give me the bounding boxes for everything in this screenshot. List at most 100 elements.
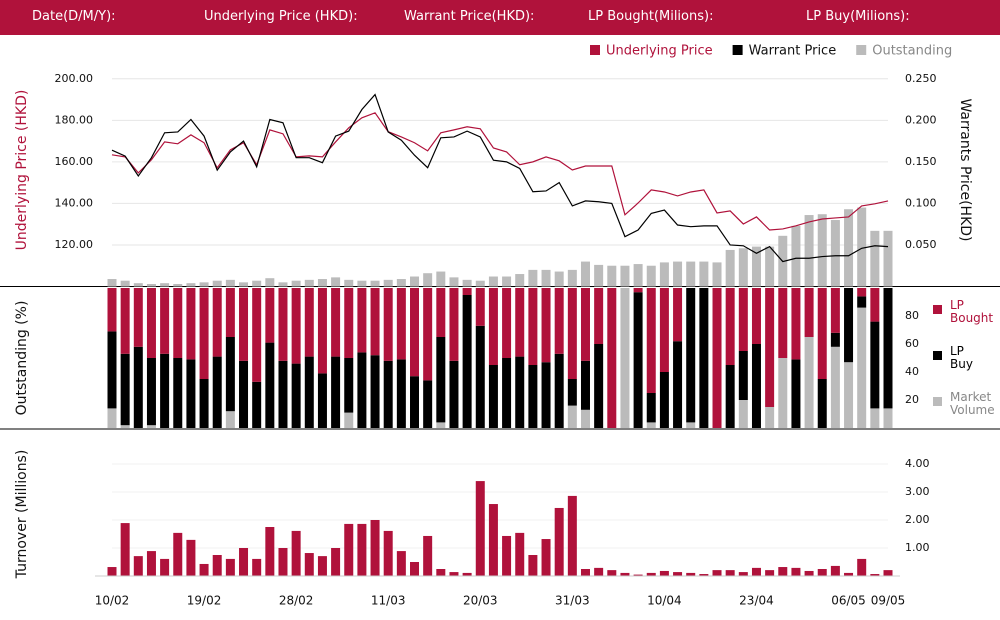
- bar-segment: [515, 356, 525, 428]
- bar: [383, 530, 393, 576]
- bar: [410, 276, 420, 287]
- y-tick-label: 3.00: [905, 485, 930, 498]
- bar: [252, 558, 262, 576]
- bar-segment: [883, 288, 893, 409]
- y-tick-label: 140.00: [55, 196, 94, 209]
- bar-segment: [791, 288, 801, 360]
- bar: [554, 507, 564, 576]
- bar-segment: [738, 351, 748, 400]
- bar-segment: [567, 379, 577, 406]
- bar: [712, 570, 722, 576]
- bar: [659, 570, 669, 576]
- bar: [331, 277, 341, 287]
- bar: [528, 269, 538, 287]
- bar: [133, 556, 143, 576]
- bar-segment: [659, 288, 669, 372]
- bar-segment: [225, 337, 235, 412]
- bar: [449, 277, 459, 287]
- bar-segment: [870, 408, 880, 428]
- bar-segment: [778, 358, 788, 428]
- bar: [580, 569, 590, 576]
- y-tick-label: 200.00: [55, 72, 94, 85]
- bar-segment: [633, 292, 643, 428]
- bar-segment: [738, 400, 748, 428]
- legend-swatch: [590, 45, 600, 55]
- bar: [410, 562, 420, 576]
- bar-segment: [857, 296, 867, 308]
- bar: [146, 551, 156, 576]
- bar-segment: [554, 288, 564, 354]
- header-bar: Date(D/M/Y): Underlying Price (HKD): War…: [0, 0, 1000, 35]
- bar-segment: [883, 408, 893, 428]
- bar-segment: [107, 408, 117, 428]
- bar-segment: [804, 288, 814, 337]
- bar-segment: [120, 353, 130, 426]
- axis-label: Warrants Price(HKD): [957, 98, 973, 241]
- legend-swatch: [933, 305, 942, 314]
- y-tick-label: 120.00: [55, 238, 94, 251]
- bar-segment: [317, 373, 327, 428]
- x-tick-label: 19/02: [187, 594, 222, 608]
- bar: [423, 273, 433, 287]
- bar-segment: [410, 376, 420, 428]
- bar-segment: [120, 425, 130, 428]
- bar: [436, 569, 446, 576]
- bar-segment: [146, 425, 156, 428]
- y-tick-label: 2.00: [905, 513, 930, 526]
- bar-segment: [449, 288, 459, 361]
- bar: [344, 523, 354, 576]
- bar: [317, 556, 327, 576]
- header-label: Date(D/M/Y):: [32, 9, 116, 24]
- bar: [817, 569, 827, 576]
- bar-segment: [265, 342, 275, 428]
- bar: [133, 283, 143, 287]
- header-label: Warrant Price(HKD):: [404, 9, 535, 24]
- y-tick-label: 80: [905, 309, 919, 322]
- bar-segment: [186, 359, 196, 428]
- legend-swatch: [856, 45, 867, 55]
- bar-segment: [751, 344, 761, 428]
- bar-segment: [107, 331, 117, 409]
- y-tick-label: 4.00: [905, 457, 930, 470]
- bar: [488, 276, 498, 287]
- bar: [857, 207, 867, 287]
- bar: [580, 261, 590, 287]
- bar-segment: [304, 356, 314, 428]
- legend-label: Market Volume: [950, 390, 995, 417]
- bar-segment: [567, 405, 577, 428]
- bar: [107, 279, 117, 287]
- bar-segment: [120, 288, 130, 354]
- bar: [488, 504, 498, 576]
- bar-segment: [699, 288, 709, 428]
- bar: [502, 276, 512, 287]
- legend-label: Underlying Price: [606, 44, 713, 59]
- bar-segment: [554, 353, 564, 428]
- bar: [567, 495, 577, 576]
- bar: [225, 279, 235, 287]
- bar: [396, 551, 406, 576]
- bar-segment: [160, 353, 170, 428]
- bar-segment: [844, 288, 854, 363]
- bar: [804, 570, 814, 576]
- bar: [475, 481, 485, 576]
- y-tick-label: 180.00: [55, 113, 94, 126]
- bar-segment: [304, 288, 314, 357]
- bar: [265, 278, 275, 287]
- bar: [646, 572, 656, 576]
- bar: [212, 555, 222, 576]
- axis-label: Turnover (Millions): [14, 450, 30, 580]
- bar: [738, 572, 748, 576]
- y-tick-label: 160.00: [55, 155, 94, 168]
- bar: [646, 265, 656, 287]
- bar-segment: [594, 344, 604, 428]
- bar-segment: [817, 379, 827, 428]
- bar-segment: [396, 359, 406, 428]
- bar-segment: [646, 288, 656, 393]
- bar-segment: [541, 362, 551, 428]
- bar: [107, 567, 117, 576]
- bar: [199, 282, 209, 287]
- bar: [199, 563, 209, 576]
- bar-segment: [199, 288, 209, 379]
- bar-segment: [449, 360, 459, 428]
- bar-segment: [133, 288, 143, 347]
